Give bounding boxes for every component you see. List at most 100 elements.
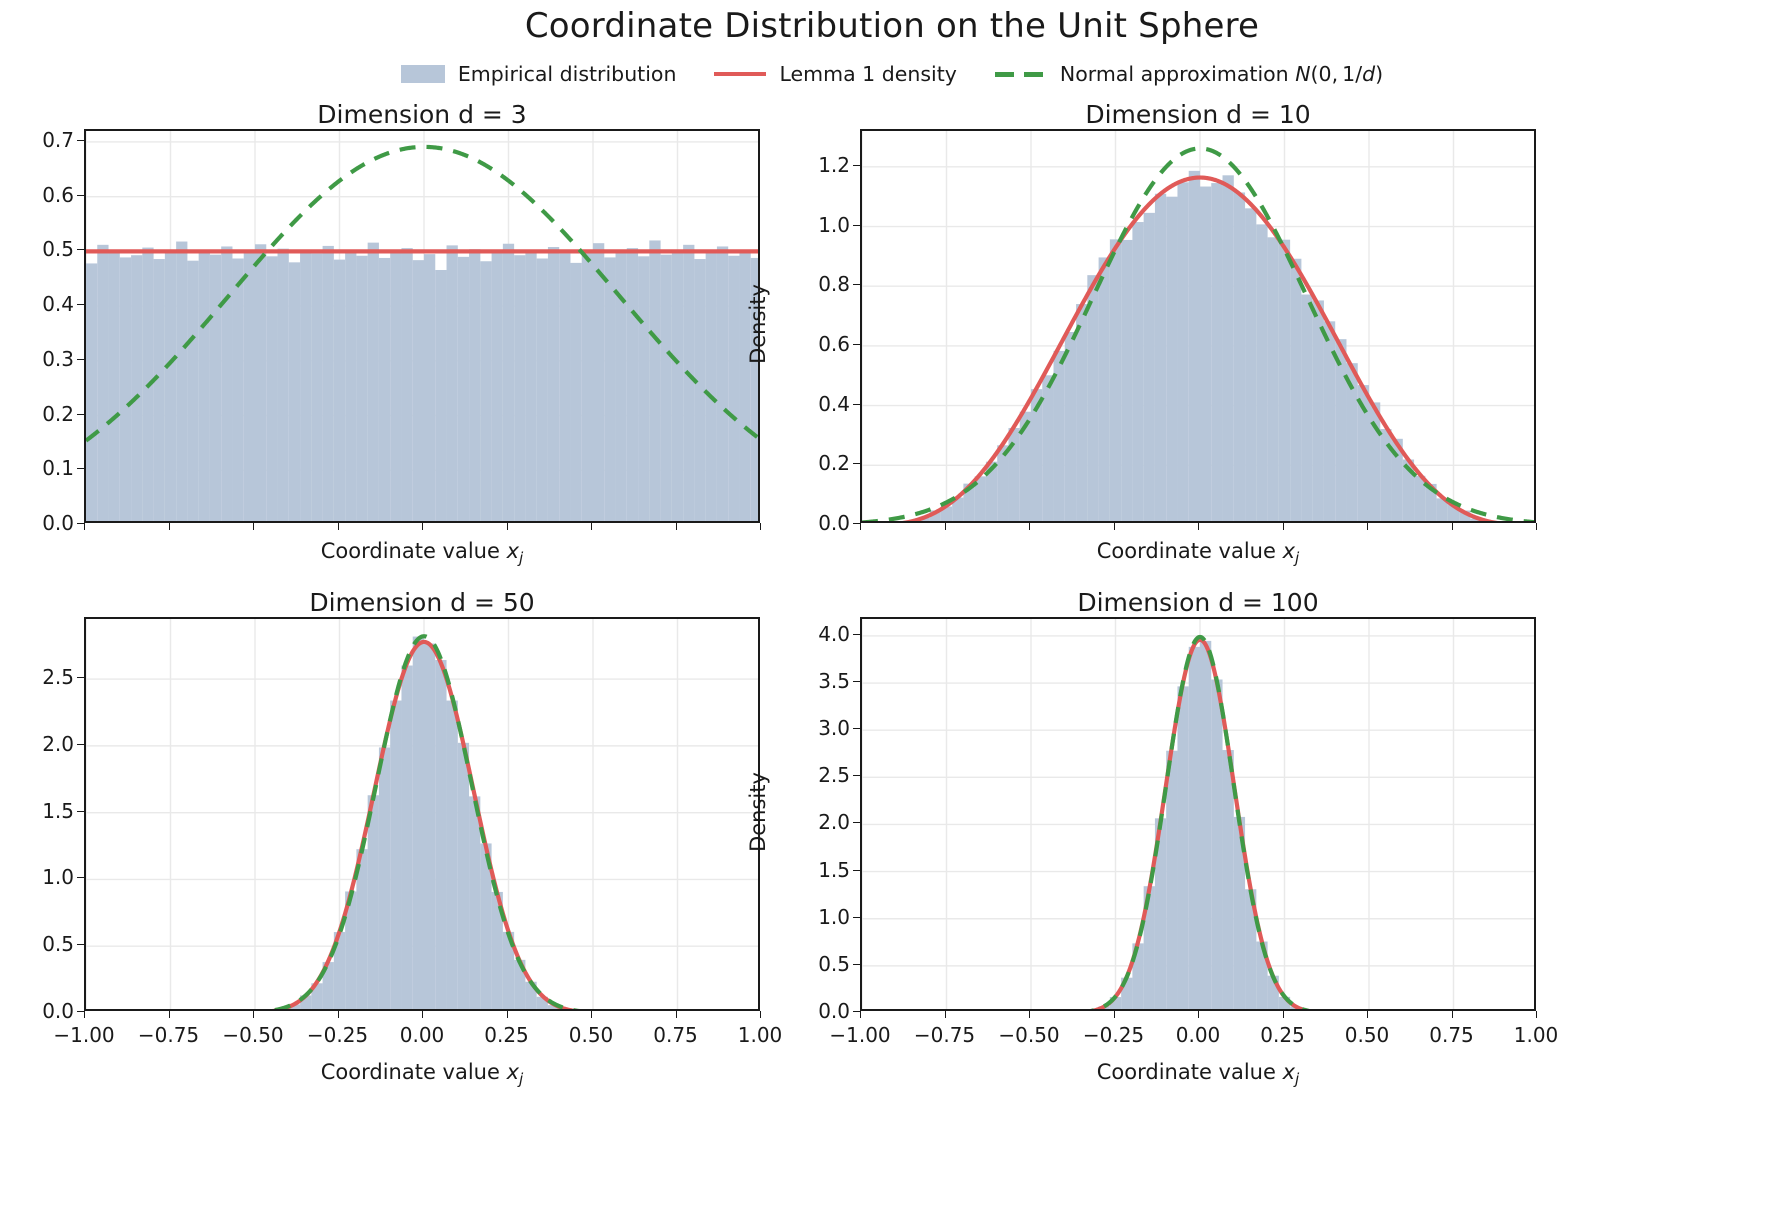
histogram-bar <box>457 742 470 1009</box>
x-tick-label: 0.25 <box>484 1023 529 1047</box>
histogram-bar <box>221 246 233 521</box>
legend-entry-empirical[interactable]: Empirical distribution <box>400 62 676 86</box>
histogram-bar <box>559 253 571 521</box>
histogram-bar <box>514 959 526 1009</box>
histogram-bar <box>1188 170 1200 521</box>
histogram-bars <box>918 170 1482 521</box>
histogram-bar <box>469 249 481 521</box>
histogram-bar <box>1301 294 1313 521</box>
x-tick-mark <box>944 523 946 530</box>
x-tick-mark <box>84 523 85 530</box>
y-tick-label: 0.4 <box>818 391 850 416</box>
y-tick-label: 2.0 <box>42 731 74 756</box>
x-tick-mark <box>1198 1011 1199 1018</box>
histogram-bar <box>435 269 447 521</box>
x-tick-mark <box>591 1011 592 1018</box>
y-tick-label: 1.0 <box>42 865 74 890</box>
histogram-bar <box>1188 646 1200 1009</box>
x-tick-mark <box>1029 1011 1030 1018</box>
histogram-bar <box>480 261 492 521</box>
y-tick-label: 2.5 <box>818 763 850 788</box>
y-tick-mark <box>77 358 84 360</box>
x-tick-mark <box>253 523 254 530</box>
histogram-bar <box>1267 975 1279 1009</box>
legend-entry-normal[interactable]: Normal approximation N(0, 1/d) <box>994 62 1383 86</box>
x-axis-label: Coordinate value xj <box>1096 1060 1300 1088</box>
histogram-bar <box>255 244 267 521</box>
histogram-bar <box>1459 510 1471 521</box>
histogram-bar <box>412 260 424 521</box>
y-tick-mark <box>853 463 860 465</box>
panel-title-d-10: Dimension d = 10 <box>1085 100 1311 129</box>
histogram-bar <box>288 262 301 521</box>
figure-title: Coordinate Distribution on the Unit Sphe… <box>524 6 1260 46</box>
y-tick-mark <box>77 413 84 415</box>
histogram-bar <box>1301 1010 1312 1011</box>
histogram-bar <box>1098 257 1110 521</box>
histogram-bar <box>1323 321 1336 521</box>
histogram-bar <box>1335 339 1347 521</box>
x-tick-mark <box>168 1011 170 1018</box>
x-tick-mark <box>675 1011 677 1018</box>
plot-area-d-50[interactable] <box>84 617 760 1011</box>
x-tick-mark <box>1113 1011 1115 1018</box>
histogram-bar <box>424 643 436 1009</box>
histogram-bar <box>1019 411 1031 521</box>
x-tick-mark <box>1113 523 1115 530</box>
x-tick-label: −0.25 <box>306 1023 369 1047</box>
y-tick-mark <box>853 822 860 824</box>
y-tick-mark <box>77 139 84 141</box>
histogram-bar <box>378 257 391 521</box>
y-tick-mark <box>77 877 84 879</box>
x-tick-mark <box>422 1011 423 1018</box>
x-tick-mark <box>1451 523 1453 530</box>
histogram-bar <box>683 244 695 521</box>
histogram-bar <box>164 253 177 521</box>
plot-area-d-100[interactable] <box>860 617 1536 1011</box>
y-tick-label: 0.0 <box>818 511 850 535</box>
y-tick-mark <box>853 403 860 405</box>
histogram-bar <box>940 506 953 521</box>
histogram-bar <box>176 241 188 521</box>
normal-approximation-curve <box>268 634 580 1009</box>
x-axis-subscript: j <box>1295 548 1300 567</box>
histogram-bar <box>1267 237 1279 521</box>
histogram-bar <box>345 891 357 1009</box>
histogram-bar <box>1154 818 1167 1009</box>
histogram-bar <box>97 244 109 521</box>
histogram-bar <box>367 242 379 521</box>
histogram-bar <box>119 257 132 521</box>
x-tick-label: −0.50 <box>222 1023 284 1047</box>
histogram-bar <box>974 476 986 521</box>
histogram-bar <box>1256 224 1268 521</box>
x-tick-mark <box>253 1011 254 1018</box>
y-tick-label: 4.0 <box>818 621 850 646</box>
legend-entry-lemma[interactable]: Lemma 1 density <box>714 62 957 86</box>
histogram-bar <box>1031 389 1043 521</box>
x-tick-label: 1.00 <box>1513 1023 1559 1047</box>
x-tick-label: 0.00 <box>1175 1023 1221 1047</box>
x-axis-symbol: x <box>1282 539 1296 563</box>
plot-area-d-3[interactable] <box>84 129 760 523</box>
histogram-bar <box>1211 679 1223 1009</box>
x-tick-mark <box>506 523 508 530</box>
histogram-bar <box>232 258 244 521</box>
plot-area-d-10[interactable] <box>860 129 1536 523</box>
x-tick-mark <box>1198 523 1199 530</box>
histogram-bar <box>446 245 458 521</box>
panel-title-d-3: Dimension d = 3 <box>317 100 527 129</box>
y-tick-label: 0.0 <box>42 511 74 535</box>
histogram-bar <box>367 795 379 1009</box>
y-tick-mark <box>77 523 84 524</box>
x-tick-label: 0.50 <box>568 1023 614 1047</box>
histogram-bar <box>322 962 334 1009</box>
x-tick-mark <box>422 523 423 530</box>
histogram-bar <box>1222 750 1234 1009</box>
y-tick-mark <box>853 775 860 777</box>
histogram-bar <box>1357 385 1369 521</box>
histogram-bar <box>559 1009 570 1011</box>
y-tick-label: 2.5 <box>42 665 74 690</box>
histogram-bar <box>1121 239 1133 521</box>
y-tick-label: 0.4 <box>42 292 74 317</box>
